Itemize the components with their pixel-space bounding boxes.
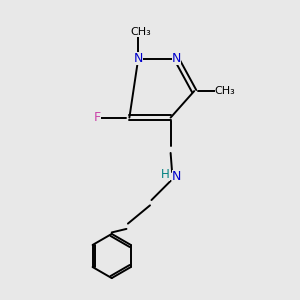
Text: CH₃: CH₃ — [131, 27, 152, 37]
Text: N: N — [172, 52, 181, 65]
Text: N: N — [134, 52, 143, 65]
Text: CH₃: CH₃ — [215, 86, 236, 96]
Text: H: H — [161, 168, 170, 181]
Text: F: F — [93, 111, 100, 124]
Text: N: N — [172, 170, 181, 183]
